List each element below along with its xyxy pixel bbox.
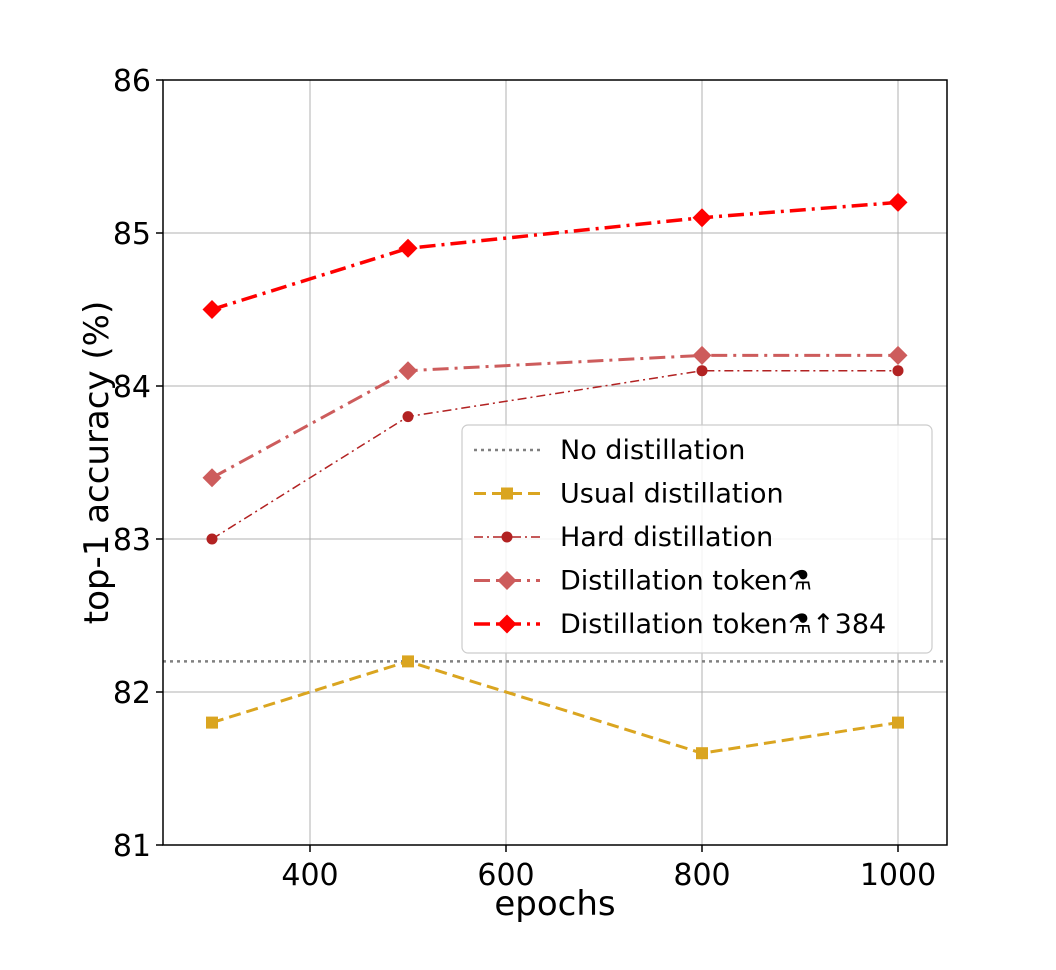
data-point xyxy=(888,192,908,212)
data-point xyxy=(696,365,708,377)
legend-marker xyxy=(501,487,513,500)
data-point xyxy=(692,345,712,365)
legend-label: Distillation token⚗ xyxy=(560,566,812,597)
series-1 xyxy=(206,655,904,760)
legend-item: Distillation token⚗ xyxy=(474,566,812,597)
legend-item: Usual distillation xyxy=(474,479,784,510)
data-point xyxy=(398,238,418,258)
data-point xyxy=(402,655,414,668)
legend-label: Distillation token⚗↑384 xyxy=(560,609,886,640)
data-point xyxy=(202,468,222,488)
legend-item: No distillation xyxy=(474,435,745,466)
data-point xyxy=(206,533,218,545)
data-point xyxy=(692,208,712,228)
x-axis-label: epochs xyxy=(494,884,615,924)
series-3 xyxy=(202,345,908,488)
y-tick-label: 84 xyxy=(113,370,151,405)
y-axis-label: top-1 accuracy (%) xyxy=(77,301,117,624)
data-point xyxy=(888,345,908,365)
data-point xyxy=(206,716,218,729)
x-tick-label: 400 xyxy=(281,858,338,893)
y-tick-label: 81 xyxy=(113,829,151,864)
data-point xyxy=(696,747,708,760)
legend: No distillation Usual distillation Hard di… xyxy=(461,424,933,654)
legend-marker xyxy=(497,571,517,590)
legend-item: Hard distillation xyxy=(474,522,773,553)
data-point xyxy=(202,300,222,319)
x-tick-label: 600 xyxy=(477,858,534,893)
series-4 xyxy=(202,192,908,319)
series xyxy=(202,192,908,760)
legend-label: No distillation xyxy=(560,435,745,466)
x-axis-ticks: 400 600 800 1000 xyxy=(281,845,936,893)
series-line xyxy=(211,659,899,755)
y-axis-ticks: 81 82 83 84 85 86 xyxy=(113,64,163,864)
data-point xyxy=(402,411,414,423)
legend-item: Distillation token⚗↑384 xyxy=(474,609,886,640)
legend-marker xyxy=(497,614,517,634)
x-tick-label: 1000 xyxy=(860,858,936,893)
series-2 xyxy=(206,365,904,545)
legend-label-symbol: ⚗↑384 xyxy=(788,609,886,640)
data-point xyxy=(892,716,904,729)
legend-box xyxy=(461,424,933,654)
x-tick-label: 800 xyxy=(673,858,730,893)
legend-label-symbol: ⚗ xyxy=(788,566,812,597)
y-tick-label: 85 xyxy=(113,217,151,252)
data-point xyxy=(892,365,904,377)
y-tick-label: 86 xyxy=(113,64,151,99)
y-tick-label: 82 xyxy=(113,676,151,711)
legend-label: Usual distillation xyxy=(560,479,784,510)
data-point xyxy=(398,361,418,381)
legend-marker xyxy=(501,531,513,543)
series-line xyxy=(211,200,899,312)
series-line xyxy=(211,369,898,540)
plot-frame xyxy=(162,79,948,846)
y-tick-label: 83 xyxy=(113,523,151,558)
legend-label: Hard distillation xyxy=(560,522,773,553)
